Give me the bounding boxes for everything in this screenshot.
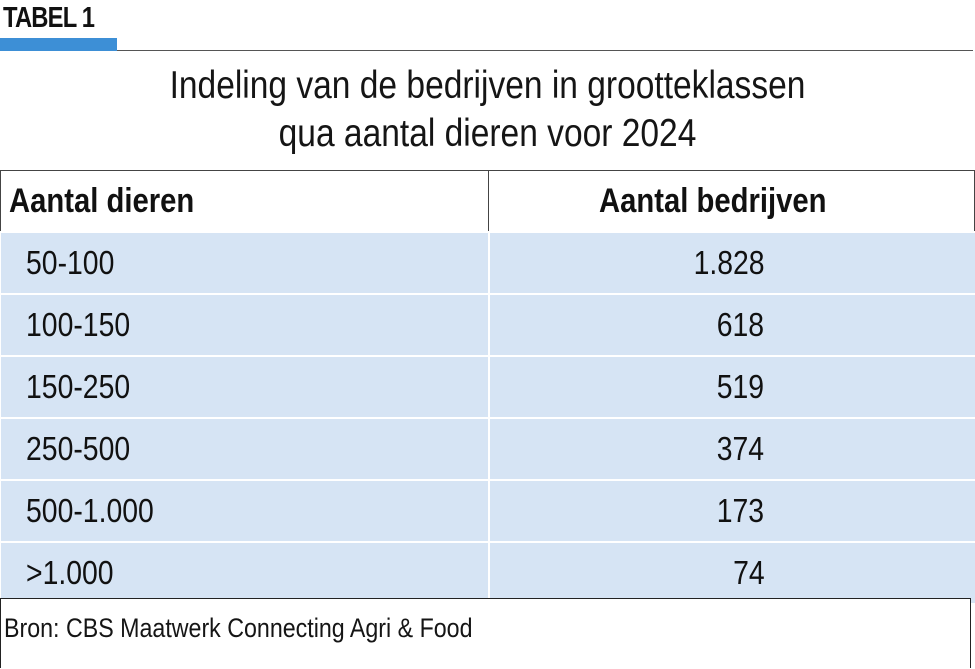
table-row: 500-1.000 173	[0, 479, 975, 543]
cell-animal-range: 150-250	[0, 355, 490, 419]
cell-animal-range: 500-1.000	[0, 479, 490, 543]
accent-bar	[0, 38, 117, 51]
cell-animal-range: >1.000	[0, 541, 490, 604]
divider-line	[117, 50, 973, 51]
cell-company-count: 74	[488, 541, 975, 604]
column-header-animals: Aantal dieren	[0, 170, 489, 233]
column-header-companies: Aantal bedrijven	[488, 170, 975, 233]
table-row: 250-500 374	[0, 417, 975, 481]
cell-animal-range: 50-100	[0, 231, 490, 295]
data-table: Aantal dieren Aantal bedrijven 50-100 1.…	[0, 170, 975, 604]
table-title: Indeling van de bedrijven in grootteklas…	[68, 62, 907, 158]
cell-company-count: 1.828	[488, 231, 975, 295]
source-note: Bron: CBS Maatwerk Connecting Agri & Foo…	[4, 613, 473, 643]
table-row: 150-250 519	[0, 355, 975, 419]
title-line-2: qua aantal dieren voor 2024	[278, 112, 697, 155]
cell-company-count: 173	[488, 479, 975, 543]
source-box: Bron: CBS Maatwerk Connecting Agri & Foo…	[0, 598, 971, 668]
cell-company-count: 519	[488, 355, 975, 419]
table-row: >1.000 74	[0, 541, 975, 604]
cell-animal-range: 250-500	[0, 417, 490, 481]
cell-animal-range: 100-150	[0, 293, 490, 357]
table-header-row: Aantal dieren Aantal bedrijven	[0, 170, 975, 233]
title-line-1: Indeling van de bedrijven in grootteklas…	[169, 64, 806, 107]
table-row: 100-150 618	[0, 293, 975, 357]
table-tag-label: TABEL 1	[3, 2, 95, 34]
cell-company-count: 374	[488, 417, 975, 481]
table-row: 50-100 1.828	[0, 231, 975, 295]
cell-company-count: 618	[488, 293, 975, 357]
